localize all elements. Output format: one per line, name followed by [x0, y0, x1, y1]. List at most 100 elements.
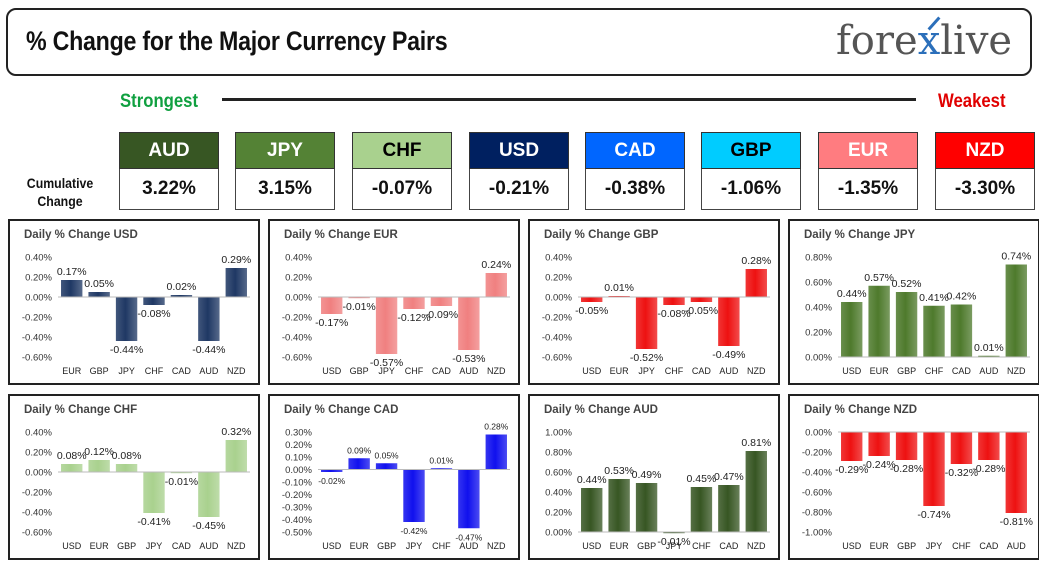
bar-usd: [321, 469, 343, 472]
data-label: -0.81%: [1000, 516, 1033, 528]
category-label: CHF: [665, 366, 684, 376]
category-label: JPY: [638, 366, 655, 376]
category-label: CAD: [692, 366, 712, 376]
cumulative-value: -0.21%: [469, 169, 569, 210]
y-tick-label: -0.60%: [802, 488, 833, 499]
bar-chf: [403, 297, 425, 309]
currency-code: NZD: [935, 132, 1035, 169]
category-label: GBP: [377, 541, 396, 551]
data-label: -0.01%: [343, 301, 376, 313]
data-label: -0.32%: [945, 467, 978, 479]
y-tick-label: 0.20%: [25, 448, 52, 459]
bar-chart: Daily % Change CHF 0.40% 0.20% 0.00% -0.20% -…: [22, 404, 251, 551]
y-tick-label: 0.20%: [545, 273, 572, 284]
ranking-eur: EUR -1.35%: [818, 132, 918, 210]
bar-chart: Daily % Change CAD 0.30%0.20% 0.10%0.00% -0…: [282, 404, 510, 551]
strongest-label: Strongest: [120, 91, 199, 112]
y-tick-label: -0.20%: [802, 448, 833, 459]
y-tick-label: 0.20%: [285, 440, 312, 451]
ranking-chf: CHF -0.07%: [352, 132, 452, 210]
header-box: % Change for the Major Currency Pairs fo…: [6, 8, 1032, 76]
bar-aud: [718, 297, 740, 346]
bar-aud: [458, 297, 480, 350]
bar-chf: [690, 487, 713, 532]
data-label: -0.29%: [835, 464, 868, 476]
data-label: 0.05%: [84, 278, 114, 290]
bar-aud: [198, 297, 220, 341]
category-label: NZD: [227, 541, 246, 551]
bar-jpy: [923, 432, 945, 506]
category-label: CAD: [979, 541, 999, 551]
data-label: 0.53%: [604, 465, 634, 477]
data-label: -0.53%: [452, 353, 485, 365]
bar-nzd: [485, 273, 507, 297]
y-tick-label: -0.20%: [22, 488, 53, 499]
y-tick-label: 0.60%: [805, 278, 832, 289]
data-label: 0.32%: [221, 426, 251, 438]
category-label: GBP: [897, 541, 916, 551]
category-label: CAD: [952, 366, 972, 376]
ranking-aud: AUD 3.22%: [119, 132, 219, 210]
chart-title: Daily % Change GBP: [544, 229, 659, 241]
chart-usd: Daily % Change USD 0.40% 0.20% 0.00% -0.20% -…: [8, 219, 260, 385]
chart-jpy: Daily % Change JPY 0.80% 0.60% 0.40% 0.20% 0.…: [788, 219, 1039, 385]
data-label: -0.41%: [137, 516, 170, 528]
data-label: -0.42%: [401, 526, 428, 536]
bar-chf: [143, 297, 165, 305]
bar-eur: [868, 285, 890, 357]
category-label: CAD: [172, 366, 192, 376]
data-label: -0.12%: [397, 312, 430, 324]
bar-gbp: [895, 292, 918, 357]
bar-cad: [690, 297, 713, 302]
data-label: 0.45%: [687, 473, 717, 485]
y-tick-label: -1.00%: [802, 528, 833, 539]
data-label: 0.42%: [947, 291, 977, 303]
bar-chart: Daily % Change USD 0.40% 0.20% 0.00% -0.20% -…: [22, 229, 251, 376]
bar-usd: [841, 432, 863, 461]
data-label: -0.24%: [863, 459, 896, 471]
data-label: 0.01%: [604, 282, 634, 294]
category-label: CAD: [719, 541, 739, 551]
y-tick-label: 0.00%: [25, 293, 52, 304]
chart-gbp: Daily % Change GBP 0.40% 0.20% 0.00% -0.20% -…: [528, 219, 780, 385]
currency-code: CHF: [352, 132, 452, 169]
data-label: 0.08%: [112, 450, 142, 462]
bar-chf: [663, 297, 685, 305]
data-label: 0.44%: [577, 474, 607, 486]
bar-nzd: [745, 451, 767, 532]
bar-nzd: [225, 440, 247, 472]
bar-usd: [581, 297, 603, 302]
bar-chart: Daily % Change JPY 0.80% 0.60% 0.40% 0.20% 0.…: [804, 229, 1031, 376]
data-label: 0.57%: [864, 272, 894, 284]
category-label: AUD: [459, 366, 479, 376]
bar-gbp: [635, 483, 658, 532]
bar-aud: [458, 469, 480, 529]
y-tick-label: -0.60%: [22, 528, 53, 539]
data-label: -0.74%: [917, 509, 950, 521]
data-label: 0.29%: [221, 254, 251, 266]
category-label: NZD: [747, 366, 766, 376]
ranking-usd: USD -0.21%: [469, 132, 569, 210]
category-label: USD: [582, 366, 602, 376]
bar-cad: [950, 304, 973, 357]
data-label: 0.01%: [974, 342, 1004, 354]
chart-title: Daily % Change CAD: [284, 404, 398, 416]
category-label: JPY: [666, 541, 683, 551]
category-label: CHF: [692, 541, 711, 551]
bar-jpy: [663, 532, 685, 534]
data-label: 0.17%: [57, 266, 87, 278]
bar-gbp: [895, 432, 918, 460]
bar-chart: Daily % Change GBP0.40%0.20%0.00%-0.20%-…: [542, 229, 771, 376]
data-label: -0.57%: [370, 357, 403, 369]
y-tick-label: 0.20%: [285, 273, 312, 284]
bar-gbp: [115, 464, 138, 472]
y-tick-label: -0.20%: [282, 313, 313, 324]
bar-aud: [1005, 432, 1027, 513]
category-label: CHF: [925, 366, 944, 376]
bar-usd: [61, 464, 83, 472]
y-tick-label: 0.80%: [805, 253, 832, 264]
bar-jpy: [115, 297, 138, 341]
weakest-label: Weakest: [938, 91, 1006, 112]
bar-nzd: [225, 268, 247, 297]
bar-chf: [430, 468, 453, 470]
